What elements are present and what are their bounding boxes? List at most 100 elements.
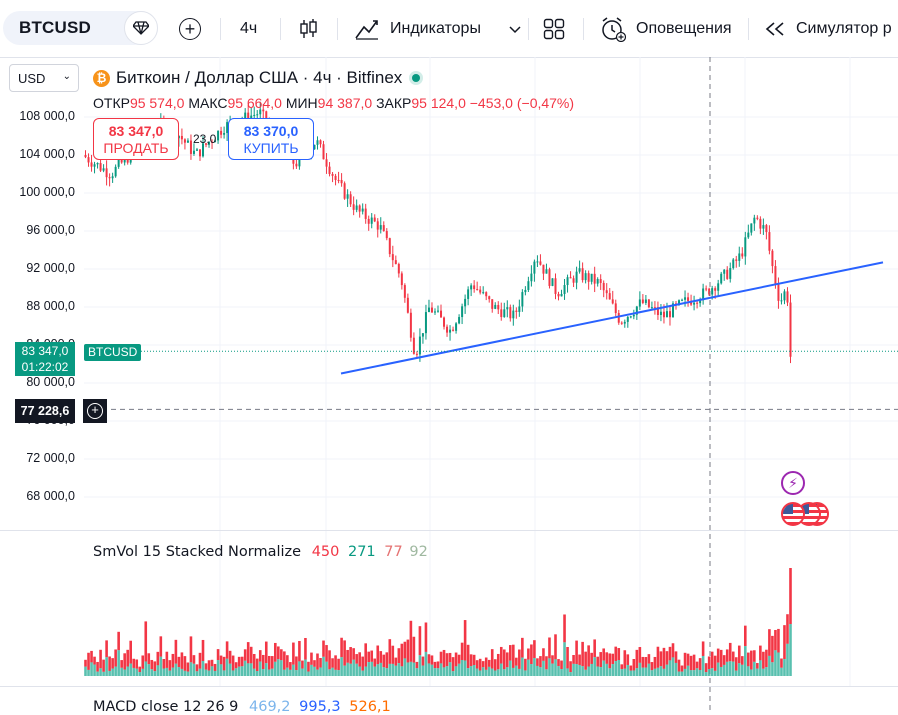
volume-bar-buy	[90, 662, 93, 676]
alerts-button[interactable]: Оповещения	[600, 0, 732, 57]
candle-body	[554, 278, 557, 294]
volume-bar-sell	[168, 660, 172, 671]
volume-bar-sell	[370, 650, 374, 662]
indicators-dropdown[interactable]	[508, 0, 522, 57]
volume-bar-sell	[304, 637, 307, 660]
symbol-label: BTCUSD	[19, 18, 92, 37]
volume-bar-sell	[283, 651, 286, 670]
candle-body	[503, 309, 506, 318]
candle-body	[485, 292, 488, 297]
sell-button[interactable]: 83 347,0 ПРОДАТЬ	[93, 118, 179, 160]
volume-bar-buy	[518, 668, 521, 676]
volume-bar-sell	[96, 661, 99, 672]
macd-value: 526,1	[349, 699, 391, 715]
volume-bar-buy	[515, 665, 518, 676]
volume-bar-buy	[475, 668, 479, 676]
volume-bar-buy	[192, 663, 196, 676]
volume-bar-sell	[638, 647, 642, 663]
volume-bar-buy	[412, 662, 416, 676]
volume-bar-buy	[270, 668, 274, 676]
volume-bar-buy	[174, 663, 178, 676]
volume-bar-buy	[611, 664, 615, 676]
bitcoin-icon: ₿	[93, 69, 110, 87]
volume-bar-sell	[644, 657, 648, 668]
volume-bar-sell	[132, 658, 136, 668]
volume-bar-sell	[430, 655, 434, 665]
candle-body	[560, 293, 563, 297]
add-order-button[interactable]: +	[83, 399, 107, 423]
volume-bar-sell	[258, 650, 262, 662]
interval-button[interactable]: 4ч	[240, 0, 257, 57]
buy-button[interactable]: 83 370,0 КУПИТЬ	[228, 118, 314, 160]
volume-bar-buy	[614, 661, 618, 676]
macd-indicator-legend[interactable]: MACD close 12 26 9 469,2 995,3 526,1	[93, 699, 391, 715]
candle-body	[352, 204, 355, 210]
indicator-value: 271	[347, 544, 376, 560]
chart-legend-title[interactable]: ₿ Биткоин / Доллар США · 4ч · Bitfinex	[93, 68, 421, 88]
compare-button[interactable]: +	[179, 0, 201, 57]
volume-bar-sell	[289, 662, 292, 670]
candle-body	[205, 143, 208, 145]
volume-bar-buy	[626, 664, 630, 676]
candle-body	[668, 311, 671, 318]
volume-bar-buy	[487, 666, 491, 676]
replay-button[interactable]: Симулятор р	[764, 0, 892, 57]
symbol-search-button[interactable]: BTCUSD	[3, 11, 158, 45]
volume-bar-buy	[608, 668, 612, 676]
us-flag-icon[interactable]	[781, 502, 805, 526]
volume-bar-buy	[258, 661, 262, 676]
indicators-button[interactable]: Индикаторы	[355, 0, 481, 57]
pane-divider[interactable]	[0, 530, 898, 531]
volume-bar-sell	[274, 642, 277, 662]
volume-bar-buy	[786, 643, 789, 676]
candle-body	[367, 218, 370, 224]
volume-bar-sell	[737, 645, 741, 664]
pane-divider[interactable]	[0, 686, 898, 687]
candle-body	[117, 159, 120, 167]
volume-bar-buy	[680, 671, 684, 676]
lightning-event-icon[interactable]: ⚡	[781, 471, 805, 495]
volume-bar-buy	[424, 651, 428, 676]
alerts-label: Оповещения	[636, 19, 732, 37]
volume-bar-sell	[478, 658, 482, 671]
volume-indicator-legend[interactable]: SmVol 15 Stacked Normalize 450 271 77 92	[93, 544, 428, 560]
chart-type-button[interactable]	[299, 0, 319, 57]
volume-bar-sell	[394, 657, 398, 666]
volume-bar-buy	[123, 669, 126, 676]
volume-bar-buy	[587, 666, 590, 676]
volume-bar-sell	[623, 650, 627, 669]
volume-bar-buy	[430, 664, 434, 676]
symbol-price-label: BTCUSD	[84, 344, 142, 361]
volume-bar-buy	[656, 667, 660, 676]
candle-body	[192, 150, 195, 154]
diamond-icon[interactable]	[124, 11, 158, 45]
candle-body	[699, 300, 702, 304]
volume-bar-sell	[683, 652, 687, 669]
volume-bar-sell	[677, 659, 681, 672]
volume-bar-buy	[379, 662, 383, 676]
volume-bar-buy	[737, 663, 741, 676]
volume-bar-sell	[536, 658, 539, 666]
volume-bar-buy	[144, 661, 148, 676]
volume-bar-sell	[527, 648, 530, 660]
volume-bar-sell	[216, 649, 220, 661]
candle-body	[346, 194, 349, 199]
volume-bar-sell	[771, 635, 774, 663]
volume-bar-sell	[780, 658, 783, 668]
layouts-button[interactable]	[543, 0, 565, 57]
currency-select[interactable]: USD ⌄	[9, 64, 79, 92]
toolbar-divider	[220, 18, 221, 40]
volume-bar-buy	[201, 660, 205, 676]
volume-bar-sell	[243, 649, 247, 661]
candle-body	[388, 238, 391, 255]
chart-canvas[interactable]	[0, 57, 898, 710]
volume-bar-sell	[698, 658, 702, 671]
candle-body	[355, 205, 358, 210]
candle-body	[256, 114, 259, 116]
candle-body	[440, 310, 443, 318]
candle-body	[620, 322, 623, 324]
volume-bar-buy	[644, 667, 648, 676]
high-value: 95 664,0	[227, 95, 282, 111]
volume-bar-sell	[433, 661, 437, 669]
volume-bar-sell	[355, 654, 358, 664]
